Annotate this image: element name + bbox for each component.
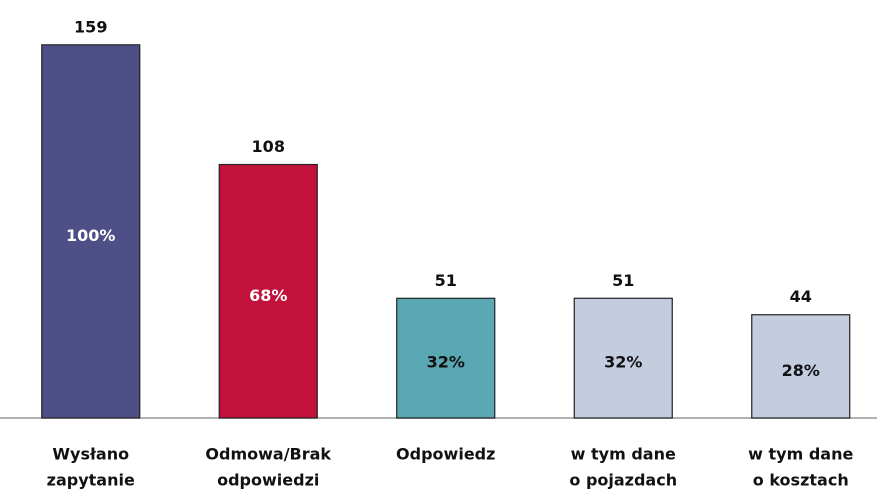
share-label: 32% [604,353,642,372]
value-label: 44 [790,287,812,306]
share-label: 68% [249,286,287,305]
value-label: 51 [435,271,457,290]
share-label: 32% [427,353,465,372]
x-tick-label: zapytanie [47,471,135,490]
value-label: 51 [612,271,634,290]
x-tick-label: o kosztach [753,471,849,490]
x-tick-label: odpowiedzi [217,471,319,490]
share-label: 28% [782,361,820,380]
bar [573,297,673,419]
share-label: 100% [66,226,115,245]
bar [218,163,318,419]
bar [751,314,851,419]
x-tick-label: Odmowa/Brak [205,445,331,464]
x-tick-label: w tym dane [748,445,853,464]
x-tick-label: w tym dane [571,445,676,464]
x-tick-label: Wysłano [52,445,129,464]
value-label: 159 [74,17,107,36]
value-label: 108 [252,137,285,156]
x-tick-label: Odpowiedz [396,445,495,464]
x-tick-label: o pojazdach [569,471,677,490]
bar [41,44,141,419]
bar [396,297,496,419]
